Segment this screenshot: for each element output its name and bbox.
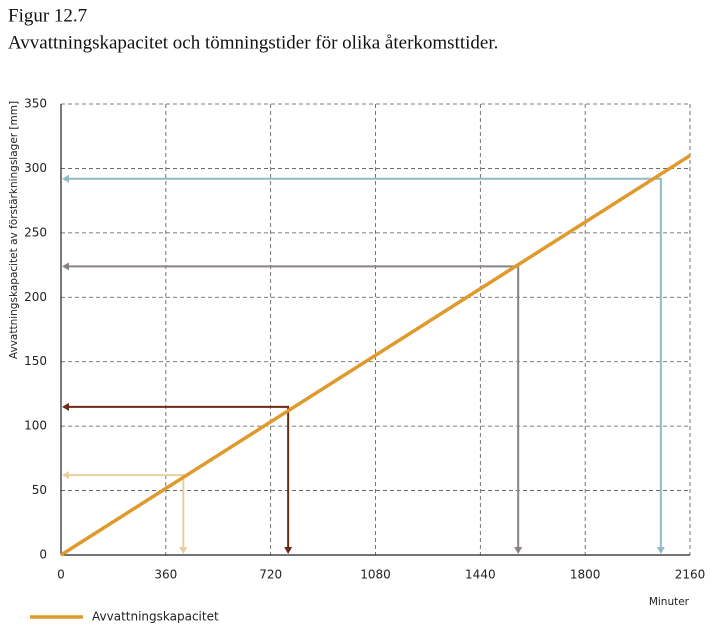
chart-title: Figur 12.7 (8, 5, 87, 26)
y-tick-label: 150 (24, 354, 47, 368)
y-tick-label: 300 (24, 161, 47, 175)
guide-arrow (514, 547, 523, 554)
y-tick-label: 0 (39, 548, 47, 562)
x-tick-label: 720 (259, 568, 282, 582)
guide (67, 474, 185, 549)
x-tick-label: 1080 (360, 568, 391, 582)
y-tick-label: 50 (32, 483, 47, 497)
guide-arrow (62, 471, 69, 480)
x-tick-label: 360 (154, 568, 177, 582)
guide-arrow (62, 402, 69, 411)
guide-arrow (179, 547, 188, 554)
guide (67, 405, 290, 549)
y-tick-label: 100 (24, 419, 47, 433)
chart-subtitle: Avvattningskapacitet och tömningstider f… (8, 32, 498, 53)
y-tick-label: 250 (24, 225, 47, 239)
guide (67, 177, 662, 549)
legend-label: Avvattningskapacitet (92, 610, 219, 624)
y-tick-label: 200 (24, 290, 47, 304)
guide-arrow (284, 547, 293, 554)
series-line (60, 154, 691, 557)
x-axis-label: Minuter (649, 596, 690, 608)
guide-arrow (656, 547, 665, 554)
y-axis-label: Avvattningskapacitet av förstärkningslag… (8, 101, 20, 359)
x-tick-label: 1440 (465, 568, 496, 582)
guide-arrow (62, 262, 69, 271)
x-tick-label: 0 (57, 568, 65, 582)
guide-arrow (62, 174, 69, 183)
x-tick-label: 1800 (570, 568, 601, 582)
x-tick-label: 2160 (675, 568, 706, 582)
y-tick-label: 350 (24, 97, 47, 111)
